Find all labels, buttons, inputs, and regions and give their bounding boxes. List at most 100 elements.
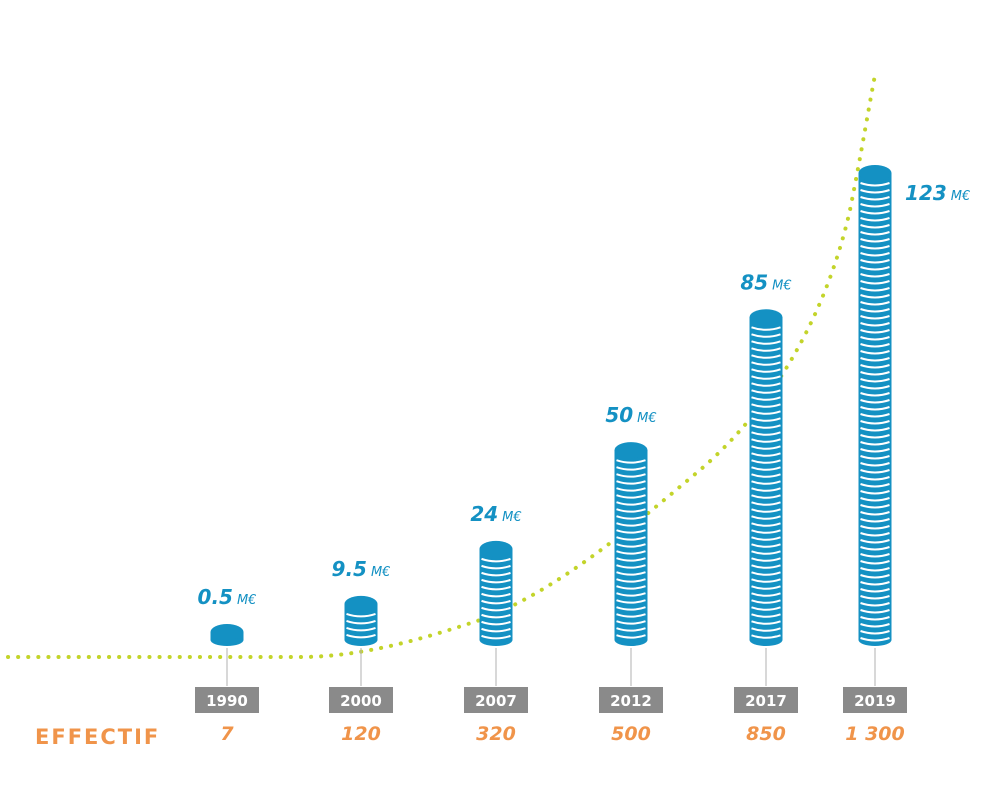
coin-stripes xyxy=(751,326,781,639)
coin-stripe xyxy=(860,637,890,642)
growth-curve-dotted xyxy=(6,68,878,659)
coin-stripe xyxy=(616,515,646,520)
coin-stripe xyxy=(616,557,646,562)
year-box-2000: 2000 xyxy=(329,687,393,713)
coin-stripe xyxy=(860,441,890,446)
coin-stripe xyxy=(860,273,890,278)
coin-stripe xyxy=(751,340,781,345)
coin-stripe xyxy=(751,361,781,366)
coin-stripe xyxy=(751,375,781,380)
coin-stripe xyxy=(751,501,781,506)
coin-stripe xyxy=(860,217,890,222)
coin-stripe xyxy=(860,399,890,404)
staff-value-2007: 320 xyxy=(476,723,516,745)
revenue-label-2012: 50 M€ xyxy=(605,403,656,427)
revenue-label-1990: 0.5 M€ xyxy=(198,585,257,609)
staff-value-2000: 120 xyxy=(341,723,381,745)
coin-stripe xyxy=(860,504,890,509)
coin-stripe xyxy=(616,466,646,471)
coin-stack-top xyxy=(344,595,378,612)
coin-stripe xyxy=(860,511,890,516)
coin-stripe xyxy=(616,473,646,478)
year-label: 2000 xyxy=(340,692,382,710)
coin-stripe xyxy=(860,252,890,257)
coin-stripe xyxy=(860,329,890,334)
coin-stripe xyxy=(860,378,890,383)
coin-stack-1990 xyxy=(210,624,244,646)
coin-stripe xyxy=(860,224,890,229)
coin-stack-top xyxy=(749,309,783,326)
year-label: 1990 xyxy=(206,692,248,710)
coin-stripe xyxy=(860,413,890,418)
coin-stripe xyxy=(481,634,511,640)
coin-stripe xyxy=(860,623,890,628)
year-box-bg xyxy=(195,687,259,713)
revenue-value: 50 xyxy=(605,403,633,427)
coin-stack-top xyxy=(858,165,892,181)
coin-stripe xyxy=(616,543,646,548)
coin-stripe xyxy=(860,427,890,432)
coin-stripe xyxy=(751,522,781,527)
coin-stripe xyxy=(860,350,890,355)
coin-stripe xyxy=(751,396,781,401)
coin-stripe xyxy=(860,630,890,635)
coin-stripe xyxy=(751,578,781,583)
coin-stripe xyxy=(481,613,511,619)
coin-stripe xyxy=(616,578,646,583)
coin-stripe xyxy=(860,231,890,236)
coin-stripe xyxy=(860,189,890,194)
coin-stripe xyxy=(860,609,890,614)
coin-stripe xyxy=(616,620,646,625)
coin-stripes xyxy=(481,557,511,640)
coin-stripe xyxy=(616,627,646,632)
coin-stripe xyxy=(860,287,890,292)
coin-stripe xyxy=(481,599,511,605)
coin-stripe xyxy=(751,543,781,548)
coin-stripe xyxy=(860,595,890,600)
coin-stripe xyxy=(860,574,890,579)
coin-stripe xyxy=(860,294,890,299)
coin-stack-2000 xyxy=(344,595,378,646)
year-box-2012: 2012 xyxy=(599,687,663,713)
revenue-unit: M€ xyxy=(951,189,971,204)
coin-stripe xyxy=(860,406,890,411)
coin-stripe xyxy=(751,368,781,373)
coin-stripe xyxy=(616,508,646,513)
coin-stripe xyxy=(860,301,890,306)
coin-stripe xyxy=(616,487,646,492)
coin-columns: 0.5 M€ 9.5 M€ 24 M€ 50 M€ 85 M€ 123 M€ xyxy=(198,165,970,646)
year-box-bg xyxy=(843,687,907,713)
coin-stripe xyxy=(616,613,646,618)
year-label: 2019 xyxy=(854,692,896,710)
revenue-label-2019: 123 M€ xyxy=(905,181,970,205)
coin-stripe xyxy=(860,567,890,572)
coin-stripe xyxy=(860,448,890,453)
year-axis: 1990 7 2000 120 2007 320 2012 500 2017 850 2019 1 3… xyxy=(195,648,907,745)
coin-stripe xyxy=(616,634,646,639)
coin-stack-top xyxy=(210,624,244,640)
coin-stripe xyxy=(616,571,646,576)
coin-stripe xyxy=(860,490,890,495)
coin-stripe xyxy=(860,560,890,565)
revenue-unit: M€ xyxy=(772,278,792,293)
coin-stripe xyxy=(751,620,781,625)
coin-stripe xyxy=(751,557,781,562)
coin-stripe xyxy=(751,585,781,590)
coin-stripe xyxy=(860,280,890,285)
coin-stripe xyxy=(751,634,781,639)
coin-stripe xyxy=(616,501,646,506)
coin-stripe xyxy=(751,459,781,464)
coin-stripe xyxy=(860,462,890,467)
coin-stripe xyxy=(860,336,890,341)
revenue-value: 24 xyxy=(470,502,498,526)
coin-stripe xyxy=(481,585,511,591)
year-box-bg xyxy=(464,687,528,713)
year-box-1990: 1990 xyxy=(195,687,259,713)
revenue-label-2017: 85 M€ xyxy=(740,270,791,294)
coin-stripe xyxy=(751,599,781,604)
year-box-bg xyxy=(734,687,798,713)
coin-stripe xyxy=(860,364,890,369)
coin-stripe xyxy=(860,532,890,537)
year-box-bg xyxy=(599,687,663,713)
year-label: 2012 xyxy=(610,692,652,710)
